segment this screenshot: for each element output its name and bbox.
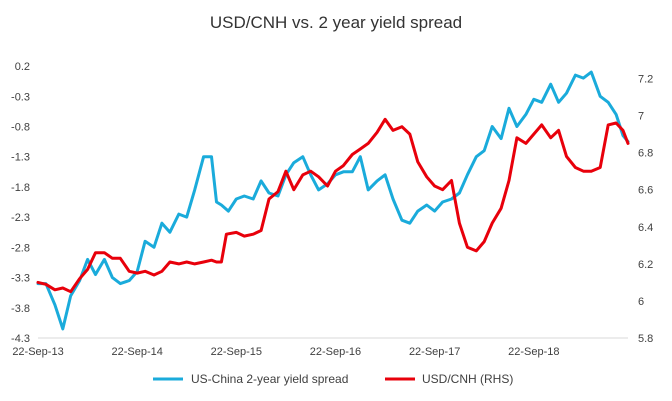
y-left-tick-label: -1.8 xyxy=(11,182,30,194)
y-right-tick-label: 7 xyxy=(638,111,644,123)
series-line-yield-spread xyxy=(36,70,630,331)
legend: US-China 2-year yield spread USD/CNH (RHS… xyxy=(153,372,513,386)
x-axis: 22-Sep-13 22-Sep-14 22-Sep-15 22-Sep-16 22-S… xyxy=(12,337,628,358)
legend-label: USD/CNH (RHS) xyxy=(422,372,513,386)
chart-title: USD/CNH vs. 2 year yield spread xyxy=(210,13,462,32)
y-left-tick-label: -0.8 xyxy=(11,121,30,133)
y-left-tick-label: -1.3 xyxy=(11,152,30,164)
legend-label: US-China 2-year yield spread xyxy=(191,372,348,386)
y-right-tick-label: 5.8 xyxy=(638,333,653,345)
x-tick-label: 22-Sep-15 xyxy=(211,346,262,358)
y-right-tick-label: 6.6 xyxy=(638,185,653,197)
y-left-tick-label: -2.8 xyxy=(11,242,30,254)
y-left-tick-label: -3.3 xyxy=(11,273,30,285)
y-right-tick-label: 6.8 xyxy=(638,148,653,160)
y-right-tick-label: 6.4 xyxy=(638,222,653,234)
y-right-axis: 5.8 6 6.2 6.4 6.6 6.8 7 7.2 xyxy=(638,74,653,345)
series-line-usdcnh xyxy=(36,117,630,294)
x-tick-label: 22-Sep-16 xyxy=(310,346,361,358)
y-left-tick-label: -4.3 xyxy=(11,333,30,345)
y-left-tick-label: -2.3 xyxy=(11,212,30,224)
y-left-tick-label: 0.2 xyxy=(15,61,30,73)
x-tick-label: 22-Sep-13 xyxy=(12,346,63,358)
x-tick-label: 22-Sep-17 xyxy=(409,346,460,358)
y-right-tick-label: 6.2 xyxy=(638,259,653,271)
y-left-tick-label: -0.3 xyxy=(11,91,30,103)
y-left-axis: 0.2 -0.3 -0.8 -1.3 -1.8 -2.3 -2.8 -3.3 -3.8 -4.3 xyxy=(11,61,30,345)
y-right-tick-label: 7.2 xyxy=(638,74,653,86)
x-tick-label: 22-Sep-18 xyxy=(508,346,559,358)
series-layer xyxy=(36,70,630,331)
y-right-tick-label: 6 xyxy=(638,296,644,308)
y-left-tick-label: -3.8 xyxy=(11,303,30,315)
x-tick-label: 22-Sep-14 xyxy=(111,346,162,358)
